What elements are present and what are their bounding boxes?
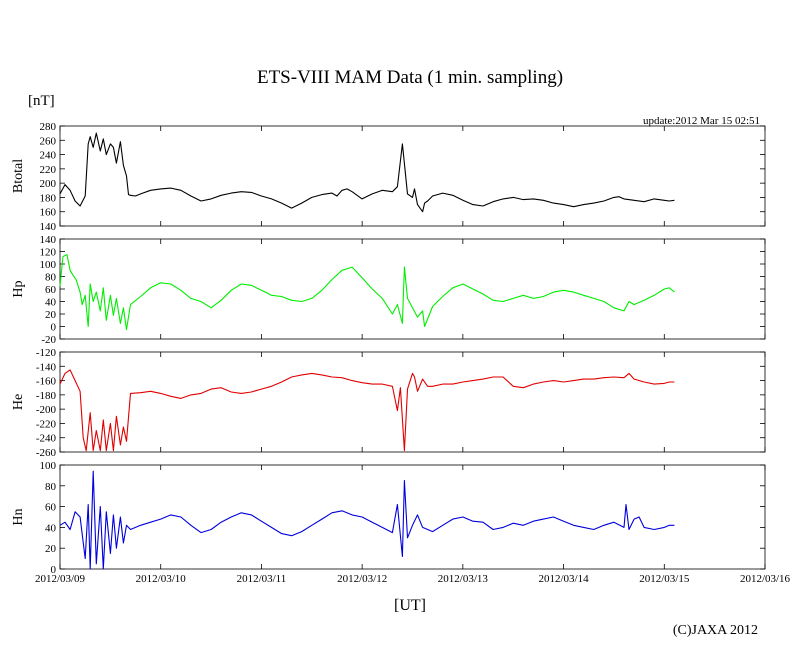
y-tick-label: 20 xyxy=(45,309,57,321)
x-tick-label: 2012/03/12 xyxy=(337,573,387,585)
y-tick-label: 260 xyxy=(40,135,57,147)
y-tick-label: -220 xyxy=(36,418,57,430)
y-tick-label: 280 xyxy=(40,121,57,133)
y-tick-label: 100 xyxy=(40,460,57,472)
y-tick-label: 0 xyxy=(51,564,57,576)
update-label: update:2012 Mar 15 02:51 xyxy=(643,115,760,127)
y-tick-label: 80 xyxy=(45,272,57,284)
y-tick-label: 20 xyxy=(45,543,57,555)
unit-label: [nT] xyxy=(28,93,55,109)
y-tick-label: -120 xyxy=(36,347,57,359)
y-tick-label: 80 xyxy=(45,481,57,493)
y-tick-label: -140 xyxy=(36,361,57,373)
x-tick-label: 2012/03/10 xyxy=(136,573,187,585)
y-tick-label: 140 xyxy=(40,234,57,246)
y-tick-label: 200 xyxy=(40,178,57,190)
x-tick-label: 2012/03/16 xyxy=(740,573,791,585)
series-line-hp xyxy=(59,254,675,331)
x-axis-label: [UT] xyxy=(394,597,426,614)
chart-title: ETS-VIII MAM Data (1 min. sampling) xyxy=(257,67,563,88)
series-line-btotal xyxy=(59,132,675,213)
y-axis-label: Btotal xyxy=(11,159,26,193)
series-line-hn xyxy=(59,470,675,570)
y-tick-label: 120 xyxy=(40,247,57,259)
x-tick-label: 2012/03/11 xyxy=(237,573,287,585)
x-tick-label: 2012/03/09 xyxy=(35,573,86,585)
x-tick-labels: 2012/03/09 2012/03/10 2012/03/11 2012/03/12… xyxy=(35,573,791,585)
y-axis-label: Hn xyxy=(11,508,26,525)
series-line-he xyxy=(59,369,675,452)
y-tick-label: 100 xyxy=(40,259,57,271)
copyright-label: (C)JAXA 2012 xyxy=(673,623,758,638)
y-tick-label: 220 xyxy=(40,164,57,176)
y-axis-label: Hp xyxy=(11,280,26,297)
panel-hn: 0 20 40 60 80 100 Hn xyxy=(11,460,766,576)
y-tick-label: 60 xyxy=(45,502,57,514)
panel-frame xyxy=(59,351,766,453)
x-tick-label: 2012/03/14 xyxy=(539,573,590,585)
y-tick-label: -240 xyxy=(36,433,57,445)
panel-frame xyxy=(59,464,766,570)
panel-frame xyxy=(59,238,766,340)
x-tick-label: 2012/03/15 xyxy=(639,573,690,585)
y-tick-label: 0 xyxy=(51,322,57,334)
y-tick-label: 240 xyxy=(40,150,57,162)
y-tick-label: -160 xyxy=(36,376,57,388)
y-tick-label: -200 xyxy=(36,404,57,416)
y-tick-label: 40 xyxy=(45,297,57,309)
y-tick-label: 140 xyxy=(40,221,57,233)
panel-frame xyxy=(59,125,766,227)
y-tick-label: 160 xyxy=(40,207,57,219)
panel-btotal: 140 160 180 200 220 240 260 280 Btotal xyxy=(11,121,766,233)
y-tick-label: -20 xyxy=(41,334,56,346)
x-tick-label: 2012/03/13 xyxy=(438,573,489,585)
y-tick-label: -180 xyxy=(36,390,57,402)
y-tick-label: 60 xyxy=(45,284,57,296)
y-tick-label: -260 xyxy=(36,447,57,459)
y-tick-label: 180 xyxy=(40,192,57,204)
y-tick-label: 40 xyxy=(45,522,57,534)
panel-he: -120 -140 -160 -180 -200 -220 -240 -260 He xyxy=(11,347,766,459)
y-axis-label: He xyxy=(11,394,26,410)
panels-group: 140160180200220240260280Btotal-200204060… xyxy=(11,121,766,576)
